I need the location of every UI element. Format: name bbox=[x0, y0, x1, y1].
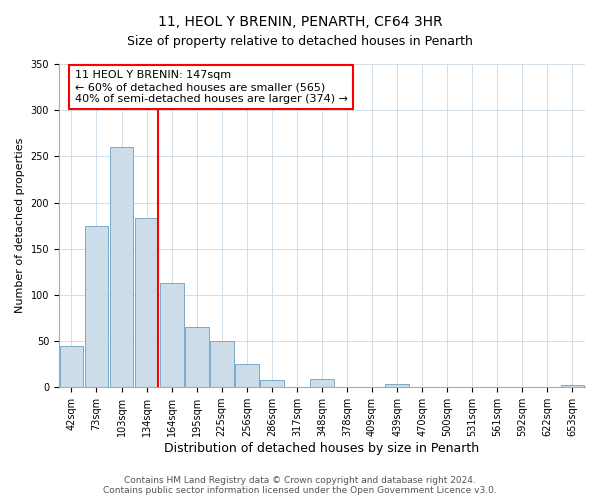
Text: 11 HEOL Y BRENIN: 147sqm
← 60% of detached houses are smaller (565)
40% of semi-: 11 HEOL Y BRENIN: 147sqm ← 60% of detach… bbox=[74, 70, 347, 104]
Bar bbox=[134, 218, 158, 387]
Bar bbox=[385, 384, 409, 387]
Bar bbox=[235, 364, 259, 387]
Bar bbox=[260, 380, 284, 387]
Bar bbox=[110, 147, 133, 387]
Y-axis label: Number of detached properties: Number of detached properties bbox=[15, 138, 25, 314]
Bar bbox=[560, 386, 584, 387]
X-axis label: Distribution of detached houses by size in Penarth: Distribution of detached houses by size … bbox=[164, 442, 479, 455]
Bar bbox=[85, 226, 109, 387]
Bar bbox=[210, 341, 233, 387]
Bar bbox=[185, 327, 209, 387]
Text: 11, HEOL Y BRENIN, PENARTH, CF64 3HR: 11, HEOL Y BRENIN, PENARTH, CF64 3HR bbox=[158, 15, 442, 29]
Bar bbox=[310, 379, 334, 387]
Bar bbox=[160, 283, 184, 387]
Bar bbox=[59, 346, 83, 387]
Text: Size of property relative to detached houses in Penarth: Size of property relative to detached ho… bbox=[127, 35, 473, 48]
Text: Contains HM Land Registry data © Crown copyright and database right 2024.
Contai: Contains HM Land Registry data © Crown c… bbox=[103, 476, 497, 495]
